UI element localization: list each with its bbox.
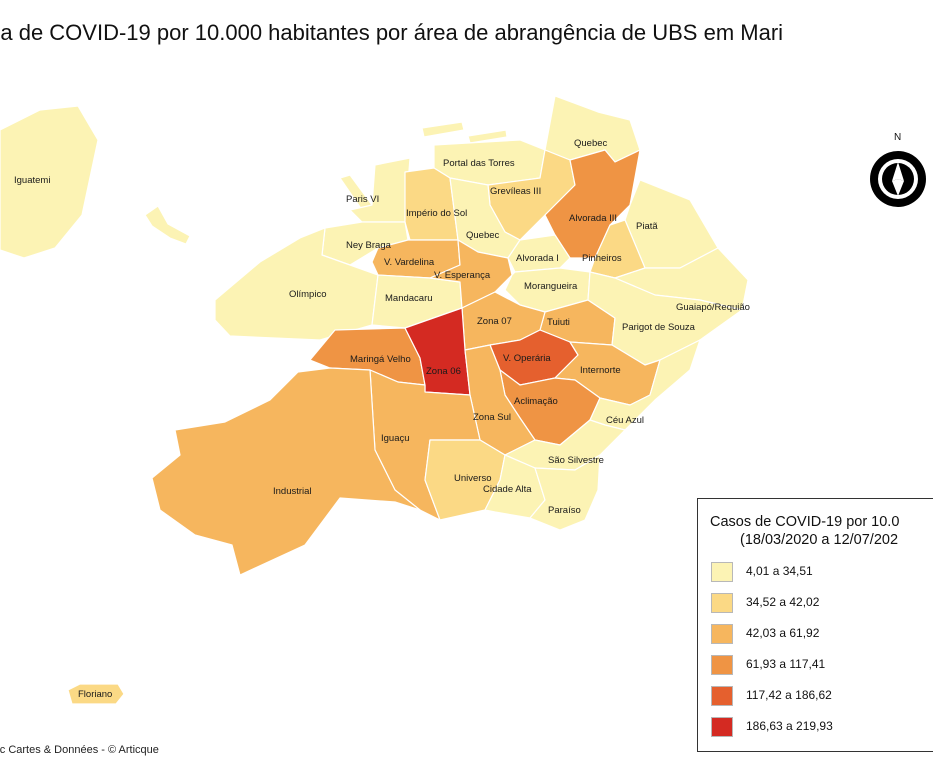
label-pinheiros: Pinheiros — [582, 253, 622, 264]
label-tuiuti: Tuiuti — [547, 317, 570, 328]
label-floriano: Floriano — [78, 689, 112, 700]
legend-swatch — [711, 562, 733, 582]
legend-swatch — [711, 593, 733, 613]
compass-icon — [870, 151, 926, 207]
region-floriano[interactable] — [67, 683, 125, 705]
region-iguatemi[interactable] — [0, 105, 99, 259]
label-alvorada-iii: Alvorada III — [569, 213, 617, 224]
label-parigot-de-souza: Parigot de Souza — [622, 322, 696, 333]
legend-label: 4,01 a 34,51 — [746, 564, 813, 578]
label-mandacaru: Mandacaru — [385, 293, 433, 304]
legend-label: 186,63 a 219,93 — [746, 719, 833, 733]
label-universo: Universo — [454, 473, 492, 484]
label-guaiapo-requiao: Guaiapó/Requião — [676, 302, 750, 313]
legend: Casos de COVID-19 por 10.0 (18/03/2020 a… — [697, 498, 933, 752]
label-iguacu: Iguaçu — [381, 433, 410, 444]
legend-swatch — [711, 717, 733, 737]
map-title: encia de COVID-19 por 10.000 habitantes … — [0, 20, 784, 45]
region-small-island[interactable] — [144, 205, 191, 245]
legend-label: 42,03 a 61,92 — [746, 626, 820, 640]
legend-subtitle: (18/03/2020 a 12/07/202 — [740, 532, 899, 548]
region-alvorada-iii[interactable] — [544, 149, 641, 259]
legend-label: 117,42 a 186,62 — [746, 688, 832, 702]
label-cidade-alta: Cidade Alta — [483, 484, 532, 495]
legend-label: 34,52 a 42,02 — [746, 595, 820, 609]
label-v-esperanca: V. Esperança — [434, 270, 491, 281]
label-v-vardelina: V. Vardelina — [384, 257, 435, 268]
label-alvorada-i: Alvorada I — [516, 253, 559, 264]
legend-swatch — [711, 655, 733, 675]
legend-swatch — [711, 686, 733, 706]
legend-title: Casos de COVID-19 por 10.0 — [710, 514, 900, 530]
label-quebec-north: Quebec — [574, 138, 608, 149]
region-fragment-a[interactable] — [421, 121, 465, 138]
north-label: N — [894, 132, 902, 143]
label-maringa-velho: Maringá Velho — [350, 354, 411, 365]
label-zona-06: Zona 06 — [426, 366, 461, 377]
label-paraiso: Paraíso — [548, 505, 581, 516]
legend-label: 61,93 a 117,41 — [746, 657, 826, 671]
region-paraiso[interactable] — [529, 454, 601, 531]
label-zona-sul: Zona Sul — [473, 412, 511, 423]
label-grevileas-iii: Grevíleas III — [490, 186, 541, 197]
region-v-esperanca[interactable] — [429, 239, 513, 309]
label-quebec-center: Quebec — [466, 230, 500, 241]
label-ceu-azul: Céu Azul — [606, 415, 644, 426]
region-quebec-north[interactable] — [544, 95, 641, 163]
map-credits: rec Cartes & Données - © Articque — [0, 744, 159, 756]
label-zona-07: Zona 07 — [477, 316, 512, 327]
label-olimpico: Olímpico — [289, 289, 326, 300]
label-paris-vi: Paris VI — [346, 194, 379, 205]
region-industrial[interactable] — [151, 367, 421, 576]
label-piata: Piatã — [636, 221, 658, 232]
label-aclimacao: Aclimação — [514, 396, 558, 407]
region-olimpico[interactable] — [214, 227, 379, 341]
label-industrial: Industrial — [273, 486, 312, 497]
label-portal-das-torres: Portal das Torres — [443, 158, 515, 169]
label-morangueira: Morangueira — [524, 281, 578, 292]
label-imperio-do-sol: Império do Sol — [406, 208, 467, 219]
label-iguatemi: Iguatemi — [14, 175, 50, 186]
label-ney-braga: Ney Braga — [346, 240, 392, 251]
label-internorte: Internorte — [580, 365, 621, 376]
label-v-operaria: V. Operária — [503, 353, 551, 364]
label-sao-silvestre: São Silvestre — [548, 455, 604, 466]
region-fragment-b[interactable] — [467, 129, 508, 144]
legend-swatch — [711, 624, 733, 644]
north-arrow: N — [864, 132, 933, 212]
